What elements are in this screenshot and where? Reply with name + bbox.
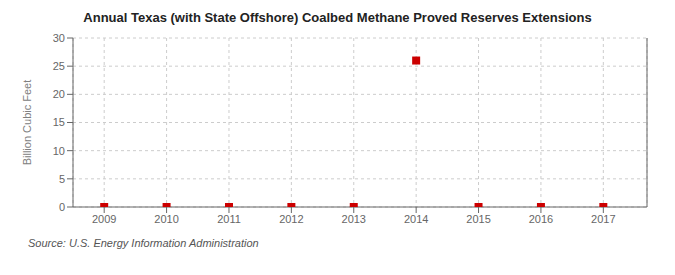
- svg-text:2014: 2014: [404, 213, 428, 225]
- svg-text:25: 25: [53, 60, 65, 72]
- svg-text:2016: 2016: [529, 213, 553, 225]
- svg-text:30: 30: [53, 32, 65, 44]
- html-text:Source: U.S. Energy Informatio: Source: U.S. Energy Information Administ…: [28, 237, 259, 249]
- svg-text:20: 20: [53, 88, 65, 100]
- html-text:Annual Texas (with State Offsh: Annual Texas (with State Offshore) Coalb…: [83, 10, 592, 25]
- svg-text:15: 15: [53, 116, 65, 128]
- svg-text:2009: 2009: [92, 213, 116, 225]
- svg-text:10: 10: [53, 145, 65, 157]
- svg-text:5: 5: [59, 173, 65, 185]
- svg-text:2010: 2010: [154, 213, 178, 225]
- svg-text:2011: 2011: [217, 213, 241, 225]
- svg-text:2012: 2012: [279, 213, 303, 225]
- svg-text:2013: 2013: [342, 213, 366, 225]
- svg-text:2015: 2015: [466, 213, 490, 225]
- svg-text:0: 0: [59, 201, 65, 213]
- svg-text:2017: 2017: [591, 213, 615, 225]
- svg-text:Billion Cubic Feet: Billion Cubic Feet: [21, 80, 33, 166]
